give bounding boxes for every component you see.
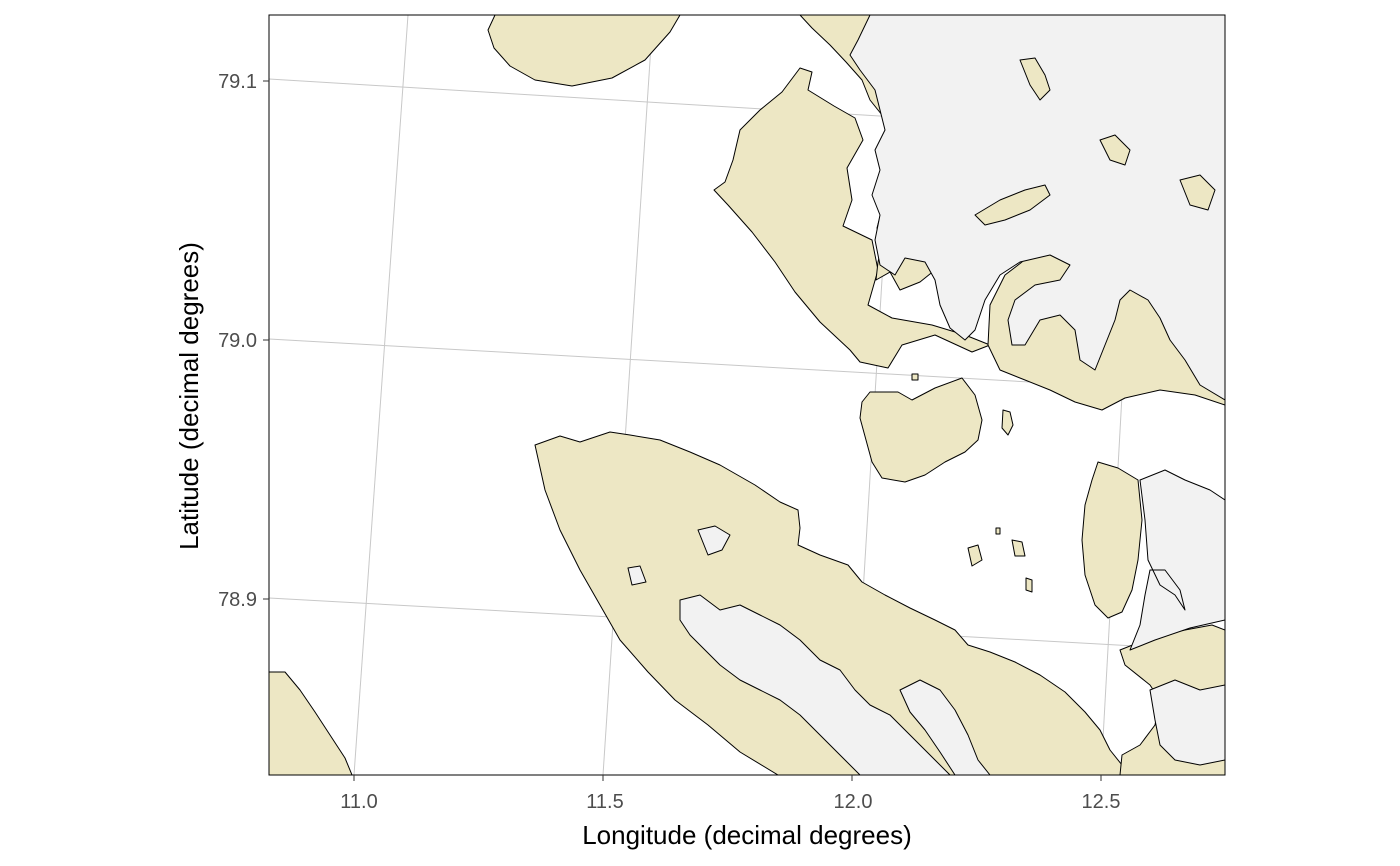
map-panel-border [268, 14, 1226, 776]
glacier-brogger-1 [679, 594, 951, 775]
glacier-brogger-4 [899, 679, 991, 775]
glacier-northeast [849, 15, 1225, 401]
land-southwest-corner [269, 671, 353, 775]
x-tick-label: 11.0 [340, 791, 377, 813]
y-tick-label: 79.0 [218, 330, 257, 352]
x-tick-label: 11.5 [586, 791, 623, 813]
islet-2 [967, 544, 983, 567]
map-panel [269, 15, 1225, 775]
land-islet-1 [1001, 409, 1014, 436]
islet-5 [995, 527, 1001, 535]
meridian-11-0 [353, 15, 409, 775]
y-axis-title: Latitude (decimal degrees) [174, 242, 204, 550]
x-tick-label: 12.5 [1082, 791, 1121, 813]
islets [911, 373, 1033, 593]
islet-4 [1025, 577, 1033, 593]
x-axis-title: Longitude (decimal degrees) [582, 820, 912, 850]
glacier-areas [627, 15, 1225, 775]
x-axis: 11.0 11.5 12.0 12.5 Longitude (decimal d… [340, 775, 1120, 850]
glacier-brogger-3 [627, 565, 647, 586]
land-north-peninsula [487, 15, 681, 87]
y-tick-label: 79.1 [218, 71, 257, 93]
glacier-southeast-2 [1149, 679, 1225, 766]
glacier-brogger-2 [697, 525, 731, 556]
glacier-southeast [1129, 469, 1225, 651]
land-brogger-peninsula [534, 431, 1131, 775]
glacier-land-finger-4 [1179, 174, 1216, 211]
y-tick-label: 78.9 [218, 589, 257, 611]
land-east-island [1081, 461, 1143, 619]
x-tick-label: 12.0 [834, 791, 873, 813]
glacier-land-finger-1 [974, 184, 1051, 226]
meridian-11-5 [602, 15, 654, 775]
land-island-central [859, 377, 983, 483]
islet-3 [1011, 539, 1026, 557]
islet-6 [911, 373, 919, 381]
glacier-land-finger-3 [1099, 134, 1131, 166]
glacier-land-finger-2 [1019, 57, 1051, 101]
land-ny-london-point [713, 67, 991, 369]
y-axis: 79.1 79.0 78.9 Latitude (decimal degrees… [174, 71, 269, 611]
